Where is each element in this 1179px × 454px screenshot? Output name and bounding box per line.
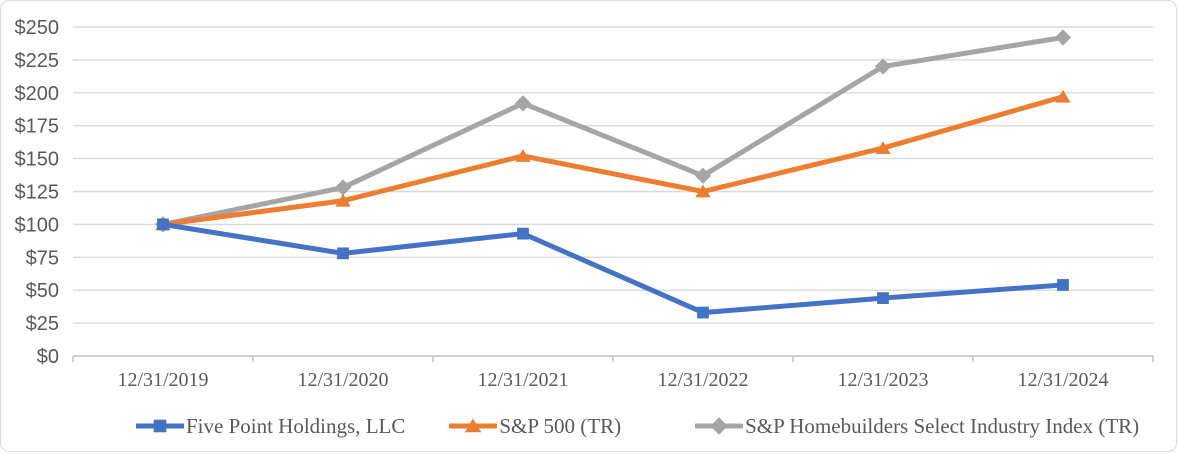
y-tick-label: $250 xyxy=(15,17,60,39)
data-point-triangle-marker-icon xyxy=(875,141,891,154)
legend-label-five-point-holdings: Five Point Holdings, LLC xyxy=(186,413,406,438)
x-tick-label: 12/31/2023 xyxy=(837,369,928,391)
legend-square-marker-icon xyxy=(136,419,184,433)
y-tick-label: $200 xyxy=(15,83,60,105)
y-tick-label: $50 xyxy=(26,280,59,302)
data-point-diamond-marker-icon xyxy=(514,95,532,112)
series-line xyxy=(160,221,1066,316)
data-point-triangle-marker-icon xyxy=(695,184,711,198)
series-sp-homebuilders xyxy=(154,29,1072,233)
data-point-square-marker-icon xyxy=(153,419,167,433)
x-tick-label: 12/31/2019 xyxy=(117,369,208,391)
legend-diamond-marker-icon xyxy=(695,417,744,435)
data-point-diamond-marker-icon xyxy=(334,179,352,196)
series-five-point-holdings xyxy=(157,218,1069,319)
data-point-square-marker-icon xyxy=(337,247,349,260)
data-point-triangle-marker-icon xyxy=(1055,89,1071,103)
legend-triangle-marker-icon xyxy=(449,418,498,433)
x-tick-label: 12/31/2021 xyxy=(477,369,568,391)
data-point-diamond-marker-icon xyxy=(694,167,712,184)
data-point-diamond-marker-icon xyxy=(1054,29,1072,46)
y-tick-label: $0 xyxy=(37,346,59,368)
legend-item-sp500: S&P 500 (TR) xyxy=(449,414,621,439)
y-tick-label: $75 xyxy=(26,247,59,269)
data-point-square-marker-icon xyxy=(157,218,169,231)
data-point-square-marker-icon xyxy=(697,306,709,319)
y-tick-label: $150 xyxy=(15,149,60,171)
data-point-square-marker-icon xyxy=(877,292,889,304)
x-tick-label: 12/31/2022 xyxy=(657,369,748,391)
series-line xyxy=(160,94,1066,227)
data-point-triangle-marker-icon xyxy=(515,148,531,162)
legend-label-sp-homebuilders: S&P Homebuilders Select Industry Index (… xyxy=(745,413,1140,438)
data-point-diamond-marker-icon xyxy=(874,58,892,75)
x-tick-label: 12/31/2024 xyxy=(1017,369,1108,391)
data-point-diamond-marker-icon xyxy=(710,417,728,435)
x-tick-label: 12/31/2020 xyxy=(297,369,388,391)
series-sp500 xyxy=(155,89,1071,231)
legend-label-sp500: S&P 500 (TR) xyxy=(499,413,622,438)
y-tick-label: $100 xyxy=(15,214,60,236)
chart-legend: Five Point Holdings, LLC S&P 500 (TR) S&… xyxy=(136,410,1139,442)
series-line xyxy=(160,35,1066,227)
data-point-square-marker-icon xyxy=(1057,279,1069,291)
y-tick-label: $25 xyxy=(26,313,59,335)
legend-item-five-point-holdings: Five Point Holdings, LLC xyxy=(136,414,405,439)
data-point-triangle-marker-icon xyxy=(465,418,482,433)
legend-item-sp-homebuilders: S&P Homebuilders Select Industry Index (… xyxy=(695,414,1139,439)
y-tick-label: $175 xyxy=(15,116,60,138)
data-point-triangle-marker-icon xyxy=(335,193,351,207)
y-tick-label: $125 xyxy=(15,182,60,204)
data-point-square-marker-icon xyxy=(517,227,529,240)
y-tick-label: $225 xyxy=(15,50,60,72)
